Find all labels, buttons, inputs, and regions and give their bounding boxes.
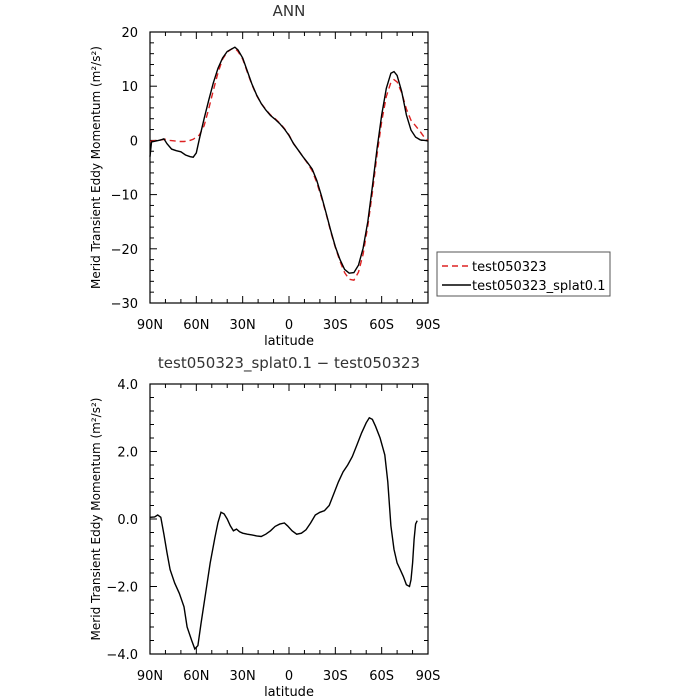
chart-title: test050323_splat0.1 − test050323 [158,354,420,373]
x-tick-label: 30N [230,669,256,684]
y-tick-label: 2.0 [117,446,138,461]
plot-frame [149,383,429,655]
plot-frame [149,31,429,304]
x-tick-label: 60N [183,669,209,684]
x-tick-label: 90N [137,669,163,684]
y-tick-label: 10 [121,80,138,95]
x-tick-label: 30S [323,318,348,333]
y-tick-label: 0.0 [117,513,138,528]
chart-title: ANN [273,2,306,20]
x-tick-label: 30S [323,669,348,684]
y-tick-label: 20 [121,26,138,41]
series-line-2 [149,46,429,274]
legend-box [436,251,611,297]
y-tick-label: −30 [111,297,138,312]
y-tick-label: −4.0 [106,648,138,663]
y-tick-label: 4.0 [117,378,138,393]
x-tick-label: 60N [183,318,209,333]
top-panel: 90N 60N 30N 0 30S 60S 90S 20 10 0 −10 −20 −30 ANN lati… [89,2,611,349]
y-tick-label: 0 [130,134,138,149]
x-tick-label: 60S [369,669,394,684]
x-tick-label: 90S [416,669,441,684]
y-tick-label: −20 [111,243,138,258]
y-tick-label: −2.0 [106,581,138,596]
series-line-1 [149,47,429,281]
bottom-panel: 90N 60N 30N 0 30S 60S 90S 4.0 2.0 0.0 −2.0 −4.0 test… [89,354,440,700]
y-tick-label: −10 [111,189,138,204]
legend-label-1: test050323 [472,260,547,275]
x-tick-label: 60S [369,318,394,333]
y-axis-label: Merid Transient Eddy Momentum (m²/s²) [89,46,103,289]
y-axis-label: Merid Transient Eddy Momentum (m²/s²) [89,398,103,641]
legend: test050323 test050323_splat0.1 [436,251,611,297]
x-tick-label: 0 [285,318,293,333]
series-line-1 [149,416,418,651]
x-tick-label: 0 [285,669,293,684]
legend-label-2: test050323_splat0.1 [472,279,605,294]
x-axis-label: latitude [264,685,314,700]
x-tick-label: 90N [137,318,163,333]
x-tick-label: 90S [416,318,441,333]
x-tick-label: 30N [230,318,256,333]
x-axis-label: latitude [264,334,314,349]
